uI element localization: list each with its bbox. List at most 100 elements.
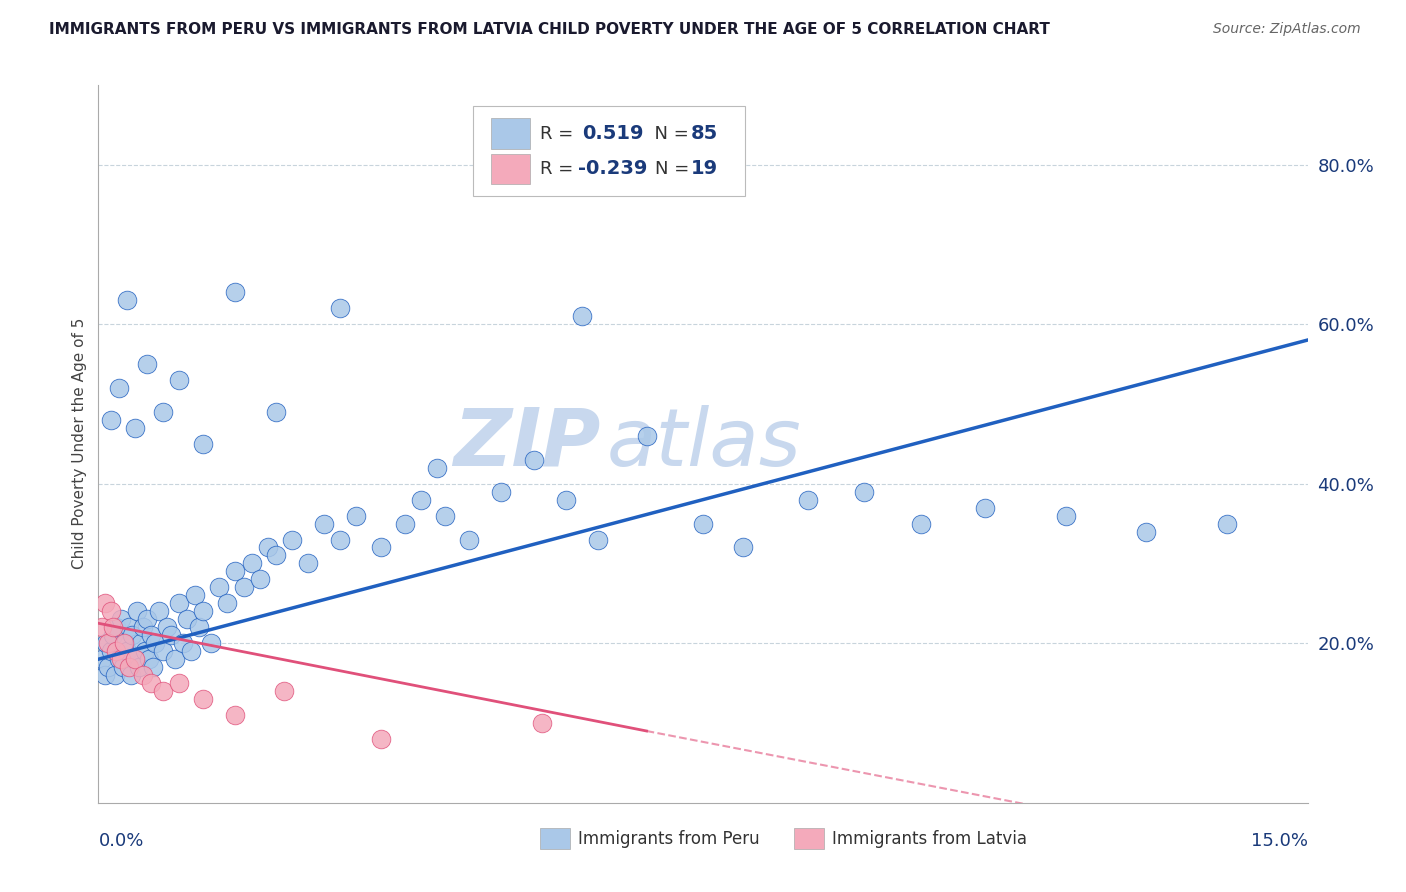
Text: IMMIGRANTS FROM PERU VS IMMIGRANTS FROM LATVIA CHILD POVERTY UNDER THE AGE OF 5 : IMMIGRANTS FROM PERU VS IMMIGRANTS FROM … (49, 22, 1050, 37)
Point (797, 492, 820, 507)
Point (135, 612, 157, 626)
Point (264, 405, 287, 419)
Point (118, 620, 141, 634)
FancyBboxPatch shape (492, 153, 530, 184)
Point (124, 652, 146, 666)
Point (571, 309, 593, 323)
Point (297, 557, 319, 571)
Point (188, 620, 211, 634)
Text: Source: ZipAtlas.com: Source: ZipAtlas.com (1213, 22, 1361, 37)
Point (124, 421, 146, 435)
Point (112, 636, 135, 650)
Point (167, 676, 190, 690)
FancyBboxPatch shape (540, 828, 569, 849)
Point (1054, 508, 1077, 523)
Point (127, 604, 149, 618)
Text: atlas: atlas (606, 405, 801, 483)
Text: -0.239: -0.239 (578, 160, 648, 178)
Point (555, 492, 578, 507)
FancyBboxPatch shape (793, 828, 824, 849)
Point (129, 636, 152, 650)
Point (314, 516, 336, 531)
Point (523, 452, 546, 467)
Point (94, 596, 117, 610)
Y-axis label: Child Poverty Under the Age of 5: Child Poverty Under the Age of 5 (72, 318, 87, 569)
Point (426, 460, 449, 475)
Point (273, 684, 295, 698)
Point (96, 636, 118, 650)
Text: Immigrants from Latvia: Immigrants from Latvia (832, 830, 1028, 847)
Point (491, 484, 513, 499)
Point (100, 644, 122, 658)
Point (224, 708, 246, 723)
Point (394, 516, 416, 531)
Point (101, 620, 124, 634)
Point (176, 612, 198, 626)
Point (264, 549, 287, 563)
Point (143, 636, 166, 650)
Point (132, 620, 155, 634)
Point (138, 652, 160, 666)
Point (281, 533, 304, 547)
Point (172, 636, 194, 650)
FancyBboxPatch shape (474, 106, 745, 196)
Point (100, 604, 122, 618)
Point (232, 581, 254, 595)
Point (193, 604, 215, 618)
Point (114, 636, 136, 650)
Point (733, 541, 755, 555)
Point (409, 492, 432, 507)
Point (152, 405, 174, 419)
Point (1135, 524, 1157, 539)
Point (249, 573, 271, 587)
Point (135, 357, 157, 371)
Point (636, 429, 658, 443)
Text: 19: 19 (690, 160, 718, 178)
Point (200, 636, 222, 650)
Point (344, 508, 367, 523)
Point (163, 652, 186, 666)
FancyBboxPatch shape (492, 119, 530, 149)
Point (586, 533, 609, 547)
Point (240, 557, 263, 571)
Point (91, 652, 114, 666)
Point (148, 604, 170, 618)
Point (107, 652, 129, 666)
Text: R =: R = (540, 125, 579, 143)
Text: Immigrants from Peru: Immigrants from Peru (578, 830, 761, 847)
Point (110, 652, 132, 666)
Text: R =: R = (540, 160, 579, 178)
Point (97, 660, 120, 674)
Point (156, 620, 179, 634)
Point (94, 668, 117, 682)
Point (111, 660, 134, 674)
Point (224, 285, 246, 300)
Point (124, 652, 146, 666)
Point (152, 684, 174, 698)
Point (160, 628, 183, 642)
Point (142, 660, 165, 674)
Point (100, 413, 122, 427)
Point (217, 596, 239, 610)
Point (208, 581, 231, 595)
Point (132, 668, 155, 682)
Point (1216, 516, 1239, 531)
Point (128, 660, 150, 674)
Text: 15.0%: 15.0% (1250, 831, 1308, 849)
Point (853, 484, 876, 499)
Text: 0.0%: 0.0% (98, 831, 143, 849)
Point (105, 620, 128, 634)
Point (152, 644, 174, 658)
Point (115, 644, 138, 658)
Point (329, 301, 352, 315)
Point (370, 541, 392, 555)
Text: N =: N = (655, 160, 695, 178)
Point (110, 612, 132, 626)
Point (167, 596, 190, 610)
Text: 85: 85 (690, 124, 718, 143)
Text: N =: N = (643, 125, 695, 143)
Point (103, 668, 125, 682)
Point (167, 373, 190, 387)
Point (139, 676, 162, 690)
Point (134, 644, 156, 658)
